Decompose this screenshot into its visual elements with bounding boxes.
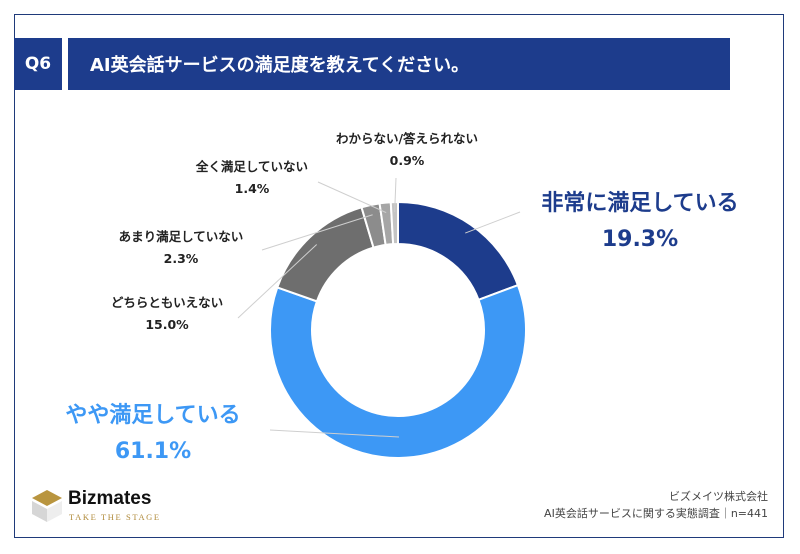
label-unknown-value: 0.9%: [389, 153, 425, 168]
label-not-at-all-value: 1.4%: [234, 181, 270, 196]
label-not-very-name: あまり満足していない: [118, 229, 244, 244]
label-very-satisfied: 非常に満足している 19.3%: [520, 186, 760, 258]
label-not-very: あまり満足していない 2.3%: [96, 226, 266, 270]
label-unknown-name: わからない/答えられない: [335, 131, 479, 146]
label-not-at-all-name: 全く満足していない: [195, 159, 309, 174]
leader-not-at-all: [317, 181, 387, 214]
label-somewhat-satisfied: やや満足している 61.1%: [38, 398, 268, 470]
label-very-satisfied-name: 非常に満足している: [541, 191, 739, 216]
label-neutral-name: どちらともいえない: [110, 295, 224, 310]
slice-unknown: [389, 200, 399, 246]
label-very-satisfied-value: 19.3%: [601, 227, 679, 252]
logo-name: Bizmates: [68, 488, 152, 509]
leader-somewhat-satisfied: [269, 429, 400, 438]
slice-neutral: [276, 206, 375, 303]
label-neutral-value: 15.0%: [145, 317, 189, 332]
survey-info: AI英会話サービスに関する実態調査｜n=441: [544, 507, 768, 520]
logo-tagline: TAKE THE STAGE: [69, 512, 161, 522]
label-somewhat-satisfied-name: やや満足している: [65, 403, 241, 428]
bizmates-logo-icon: [32, 490, 62, 522]
source-credit: ビズメイツ株式会社 AI英会話サービスに関する実態調査｜n=441: [544, 488, 768, 522]
question-badge: Q6: [14, 38, 62, 90]
label-neutral: どちらともいえない 15.0%: [92, 292, 242, 336]
slice-somewhat-satisfied: [269, 283, 527, 459]
label-not-at-all: 全く満足していない 1.4%: [172, 156, 332, 200]
leader-neutral: [237, 244, 318, 319]
label-not-very-value: 2.3%: [163, 251, 199, 266]
leader-not-very: [261, 214, 373, 251]
label-unknown: わからない/答えられない 0.9%: [312, 128, 502, 172]
company-name: ビズメイツ株式会社: [669, 490, 768, 503]
label-somewhat-satisfied-value: 61.1%: [114, 439, 192, 464]
leader-very-satisfied: [465, 211, 521, 234]
question-title: AI英会話サービスの満足度を教えてください。: [68, 38, 730, 90]
slice-very-satisfied: [397, 200, 520, 302]
leader-unknown: [394, 177, 397, 213]
slide-frame: [14, 14, 784, 538]
